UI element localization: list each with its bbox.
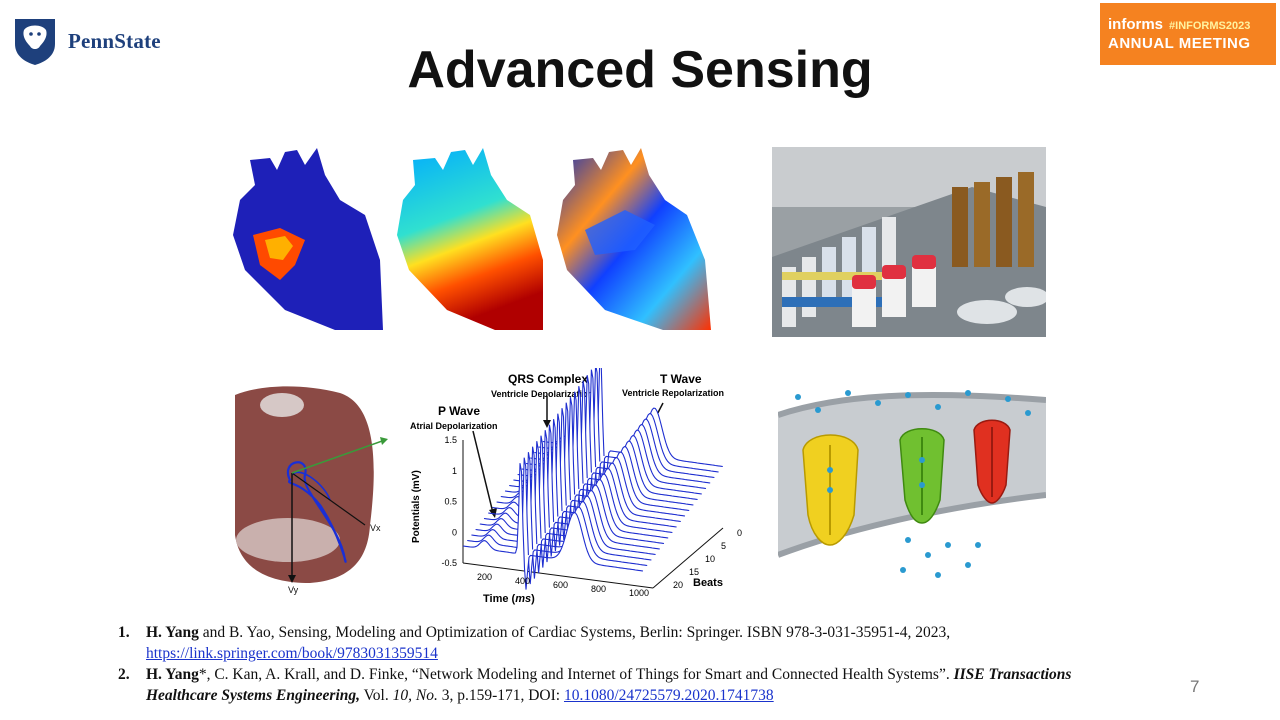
badge-event: ANNUAL MEETING: [1108, 35, 1251, 52]
ecg-axes: [462, 440, 724, 589]
reference-number: 2.: [118, 666, 130, 683]
vial-row: [782, 217, 902, 327]
reference-item: 1. H. Yang and B. Yao, Sensing, Modeling…: [118, 622, 1128, 664]
reference-text: *, C. Kan, A. Krall, and D. Finke, “Netw…: [198, 666, 954, 683]
ecg-x-tick-label: 800: [591, 584, 606, 594]
reference-volume: 10, No.: [392, 687, 438, 704]
ecg-z-axis-label: Beats: [693, 577, 723, 589]
t-wave-label: T Wave: [660, 372, 702, 386]
ion-particles: [795, 390, 1031, 578]
reference-item: 2. H. Yang*, C. Kan, A. Krall, and D. Fi…: [118, 666, 1072, 704]
p-wave-label: P Wave: [438, 404, 480, 418]
badge-brand: informs: [1108, 16, 1164, 33]
reference-text: and B. Yao, Sensing, Modeling and Optimi…: [198, 624, 951, 641]
reference-author: H. Yang: [146, 624, 199, 641]
ecg-x-tick-label: 1000: [629, 588, 649, 598]
vx-axis: [291, 472, 366, 526]
ecg-y-tick-label: 0: [452, 527, 457, 537]
ecg-z-tick-label: 20: [673, 580, 683, 590]
amber-bottles: [952, 172, 1034, 267]
logo-text: PennState: [68, 28, 161, 53]
ecg-traces: [462, 368, 723, 590]
reference-journal: IISE Transactions Healthcare Systems Eng…: [146, 666, 1072, 704]
torso-vcg-figure: Vx Vy: [235, 386, 388, 595]
slide-title: Advanced Sensing: [407, 41, 873, 99]
ecg-x-axis-label: Time (ms): [483, 593, 535, 605]
qrs-label: QRS Complex: [508, 372, 588, 386]
ecg-beat-trace: [471, 452, 652, 579]
p-wave-sublabel: Atrial Depolarization: [410, 421, 498, 431]
reference-number: 1.: [118, 624, 130, 641]
ecg-z-tick-label: 5: [721, 541, 726, 551]
ecg-beat-trace: [467, 457, 648, 585]
pennstate-logo: PennState: [12, 16, 161, 66]
page-number: 7: [1190, 677, 1200, 696]
heart-map-1: [233, 148, 383, 330]
heart-electrical-maps-image: [233, 148, 711, 330]
reference-link[interactable]: https://link.springer.com/book/978303135…: [146, 645, 438, 662]
ecg-z-ticks: 0 5 10 15 20: [673, 528, 742, 590]
ecg-y-axis-label: Potentials (mV): [411, 470, 422, 543]
reference-doi-link[interactable]: 10.1080/24725579.2020.1741738: [563, 687, 774, 704]
t-wave-sublabel: Ventricle Repolarization: [622, 388, 724, 398]
ecg-z-tick-label: 0: [737, 528, 742, 538]
nittany-lion-shield-icon: [15, 19, 55, 65]
ecg-z-tick-label: 15: [689, 567, 699, 577]
ecg-y-ticks: 1.5 1 0.5 0 -0.5: [441, 435, 457, 568]
ecg-waterfall-figure: QRS Complex Ventricle Depolarization T W…: [410, 368, 742, 605]
ecg-z-tick-label: 10: [705, 554, 715, 564]
red-ion-channel: [973, 419, 1011, 504]
vz-axis: [291, 439, 386, 474]
ecg-y-tick-label: 1: [452, 466, 457, 476]
heart-map-2: [397, 148, 543, 330]
reference-author: H. Yang: [146, 666, 199, 683]
ecg-x-tick-label: 600: [553, 580, 568, 590]
pharma-production-line-photo: [772, 147, 1046, 337]
informs-annual-meeting-badge: informs #INFORMS2023 ANNUAL MEETING: [1100, 3, 1276, 65]
red-capped-vials: [852, 255, 936, 327]
qrs-sublabel: Ventricle Depolarization: [491, 389, 593, 399]
ecg-beat-trace: [462, 463, 644, 590]
green-ion-channel: [899, 428, 945, 524]
ecg-x-tick-label: 200: [477, 572, 492, 582]
ecg-x-tick-label: 400: [515, 576, 530, 586]
vcg-label-vy: Vy: [288, 585, 299, 595]
ecg-y-tick-label: 0.5: [444, 497, 457, 507]
ion-channel-membrane-image: [778, 390, 1046, 578]
ecg-y-tick-label: -0.5: [441, 558, 457, 568]
ecg-x-ticks: 200 400 600 800 1000: [477, 572, 649, 598]
vcg-label-vx: Vx: [370, 523, 381, 533]
heart-map-3: [557, 148, 711, 330]
badge-hashtag: #INFORMS2023: [1169, 20, 1251, 32]
references-list: 1. H. Yang and B. Yao, Sensing, Modeling…: [118, 622, 1128, 706]
ecg-y-tick-label: 1.5: [444, 435, 457, 445]
